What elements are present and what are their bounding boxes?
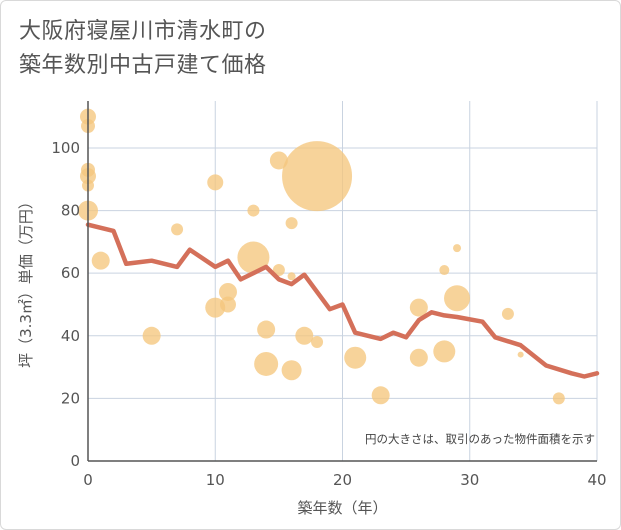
y-tick-label: 80 [61, 202, 80, 220]
bubble-point [281, 360, 302, 381]
x-axis-label: 築年数（年） [297, 499, 387, 517]
bubble-point [142, 326, 161, 345]
y-tick-label: 20 [61, 389, 80, 407]
bubble-point [254, 351, 279, 376]
bubble-point [295, 326, 314, 345]
bubble-point [439, 265, 450, 276]
bubble-series [78, 108, 565, 405]
bubble-point [91, 251, 110, 270]
bubble-point [371, 386, 390, 405]
x-tick-label: 10 [206, 471, 225, 489]
bubble-point [287, 272, 296, 281]
bubble-point [444, 285, 471, 312]
x-tick-label: 0 [83, 471, 93, 489]
bubble-point [171, 223, 184, 236]
trend-line-series [85, 222, 600, 379]
average-price-line [85, 222, 600, 379]
y-tick-label: 40 [61, 327, 80, 345]
bubble-point [247, 204, 260, 217]
y-axis-label: 坪（3.3㎡）単価（万円） [17, 194, 35, 368]
chart-title: 大阪府寝屋川市清水町の 築年数別中古戸建て価格 [19, 15, 267, 83]
y-tick-label: 0 [70, 452, 80, 470]
grid-lines [88, 101, 598, 461]
x-tick-label: 40 [587, 471, 606, 489]
x-tick-label: 30 [460, 471, 479, 489]
y-tick-label: 100 [51, 139, 80, 157]
tick-labels: 0 20 40 60 80 100 0 10 20 30 40 [51, 139, 606, 489]
chart-title-line-1: 大阪府寝屋川市清水町の [19, 19, 267, 44]
bubble-point [272, 264, 285, 277]
bubble-point [282, 141, 353, 212]
bubble-point [285, 217, 298, 230]
axes [87, 101, 597, 462]
bubble-point [218, 282, 237, 301]
bubble-point [257, 320, 276, 339]
bubble-point [453, 244, 462, 253]
bubble-point [237, 241, 270, 274]
bubble-point [269, 151, 288, 170]
x-tick-label: 20 [333, 471, 352, 489]
bubble-point [311, 336, 324, 349]
bubble-size-note: 円の大きさは、取引のあった物件面積を示す [365, 432, 595, 446]
bubble-point [501, 307, 514, 320]
bubble-point [409, 298, 428, 317]
bubble-point [517, 351, 524, 358]
chart-title-line-2: 築年数別中古戸建て価格 [19, 53, 267, 78]
bubble-point [344, 346, 367, 369]
bubble-point [219, 296, 236, 313]
bubble-point [409, 348, 428, 367]
y-tick-label: 60 [61, 264, 80, 282]
bubble-point [433, 340, 456, 363]
bubble-point [207, 174, 224, 191]
bubble-point [552, 392, 565, 405]
